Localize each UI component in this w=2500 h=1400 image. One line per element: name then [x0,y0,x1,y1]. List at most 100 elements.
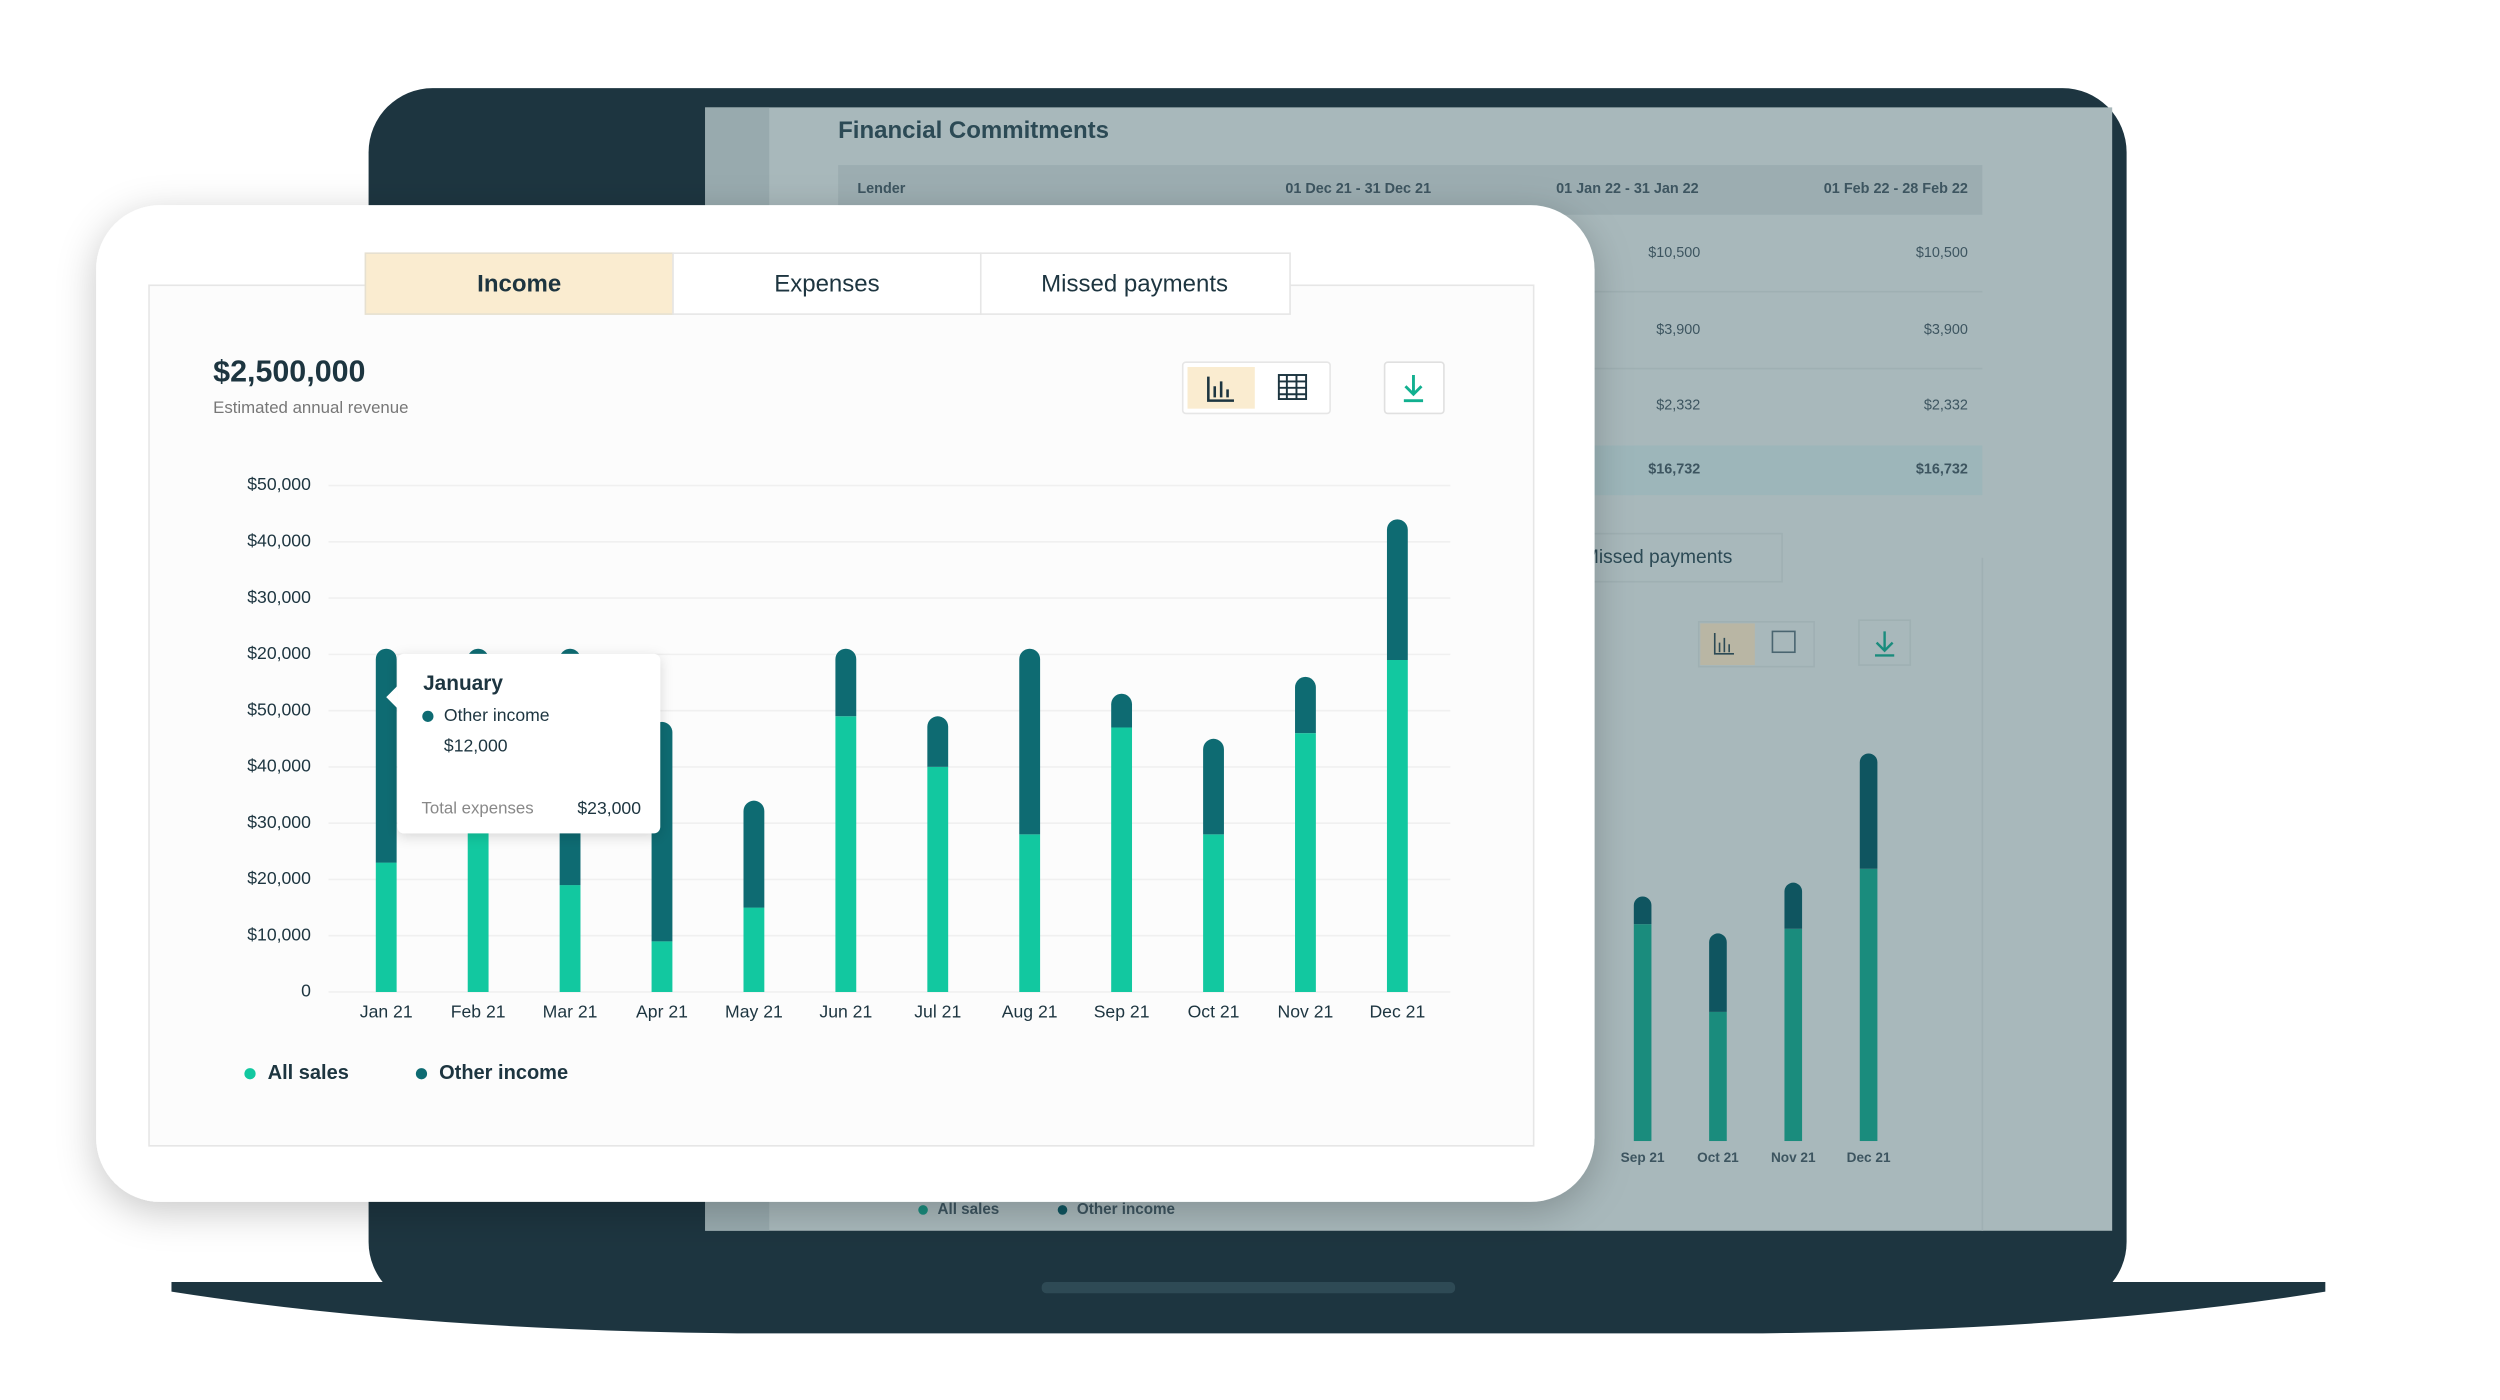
tooltip-total-label: Total expenses [421,799,533,818]
bg-tab-label: Missed payments [1583,547,1733,568]
bg-download-icon [1875,631,1895,657]
download-icon [1403,375,1424,403]
table-cell: $3,900 [1656,322,1700,338]
bar-segment [651,941,673,992]
bar-segment [743,907,765,992]
x-tick-label: Dec 21 [1847,1150,1891,1165]
bar-segment [927,766,949,992]
tooltip-title: January [423,672,503,695]
tooltip-dot [422,710,434,722]
bg-chart: Sep 21 Oct 21 Nov 21 Dec 21 All sales Other i… [918,753,1891,1218]
table-column: 01 Jan 22 - 31 Jan 22 [1556,181,1699,197]
tooltip: January Other income $12,000 Total expen… [386,653,661,834]
bar-segment [1386,660,1408,992]
legend-label: All sales [938,1201,1000,1218]
table-column: 01 Feb 22 - 28 Feb 22 [1824,181,1968,197]
bg-toggle-active [1700,623,1755,666]
bar-segment [559,885,581,992]
bar-segment [1709,933,1727,1012]
x-tick-label: Mar 21 [543,1001,598,1021]
table-column: 01 Dec 21 - 31 Dec 21 [1285,181,1431,197]
tab-label[interactable]: Income [477,271,561,298]
tooltip-series: Other income [444,705,550,725]
table-cell: $2,332 [1924,397,1968,413]
summary-value: $2,500,000 [213,354,365,388]
y-tick-label: $20,000 [247,868,311,888]
chart-icon [1207,376,1234,402]
table-cell: $3,900 [1924,322,1968,338]
bar-segment [1709,1011,1727,1142]
bar-segment [1111,693,1133,728]
table-cell: $10,500 [1648,245,1700,261]
x-tick-label: Jul 21 [914,1001,961,1021]
bar-segment [1784,928,1803,1142]
legend-label: Other income [439,1062,568,1084]
bar-segment [835,716,857,992]
y-tick-label: $30,000 [247,812,311,832]
bar-segment [1386,519,1408,661]
bar-segment [467,823,489,992]
y-tick-label: $50,000 [247,474,311,494]
x-tick-label: Jun 21 [819,1001,872,1021]
tooltip-total: $23,000 [577,798,641,818]
bar-segment [1203,738,1224,835]
bar-segment [1019,834,1041,992]
bar-segment [1019,648,1041,835]
y-tick-label: $50,000 [247,699,311,719]
bar-segment [375,862,397,992]
table-cell: $16,732 [1916,461,1968,477]
bar-segment [835,648,857,717]
tab[interactable] [672,252,982,315]
tab[interactable] [979,252,1291,315]
table-view-button[interactable] [1277,374,1308,401]
x-tick-label: Dec 21 [1369,1001,1425,1021]
bg-table-icon [1771,630,1796,654]
tab-label[interactable]: Missed payments [1041,271,1228,298]
bar-segment [1111,727,1133,992]
y-tick-label: $30,000 [247,587,311,607]
x-tick-label: Feb 21 [451,1001,506,1021]
legend-dot [1057,1205,1068,1215]
legend-label: All sales [268,1062,349,1084]
y-tick-label: $40,000 [247,531,311,551]
y-tick-label: $40,000 [247,756,311,776]
laptop-notch [1041,1282,1456,1294]
y-tick-label: 0 [301,981,311,1001]
x-tick-label: Oct 21 [1697,1150,1739,1165]
x-tick-label: Oct 21 [1188,1001,1240,1021]
table-title: Financial Commitments [838,117,1109,144]
y-tick-label: $10,000 [247,924,311,944]
x-tick-label: Sep 21 [1094,1001,1150,1021]
legend-dot [918,1205,928,1215]
laptop-base [171,1282,2326,1334]
x-tick-label: Sep 21 [1621,1150,1665,1165]
bar-segment [1859,753,1878,869]
bg-chart-icon [1713,633,1734,655]
table-cell: $16,732 [1648,461,1700,477]
table-cell: $10,500 [1916,245,1968,261]
bar-segment [927,716,949,767]
bar-segment [743,800,765,908]
tooltip-amount: $12,000 [444,735,508,755]
bg-download [1858,619,1912,666]
x-tick-label: Aug 21 [1002,1001,1058,1021]
summary-label: Estimated annual revenue [213,398,408,417]
bar-segment [1295,676,1316,734]
legend-dot [244,1068,256,1080]
x-tick-label: Apr 21 [636,1001,688,1021]
y-tick-label: $20,000 [247,643,311,663]
table-column: Lender [857,181,905,197]
table-cell: $2,332 [1656,397,1700,413]
tab-label[interactable]: Expenses [774,271,879,298]
tooltip-pointer [386,685,398,709]
x-tick-label: Nov 21 [1278,1001,1334,1021]
income-chart: 0 $10,000 $20,000 $30,000 $40,000 $50,000 $20,… [244,474,1451,1084]
x-tick-label: May 21 [725,1001,783,1021]
bar-segment [1633,896,1652,925]
bar-segment [1633,924,1652,1142]
bar-segment [1784,882,1803,929]
x-tick-label: Jan 21 [360,1001,413,1021]
x-tick-label: Nov 21 [1771,1150,1816,1165]
legend-label: Other income [1077,1201,1175,1218]
